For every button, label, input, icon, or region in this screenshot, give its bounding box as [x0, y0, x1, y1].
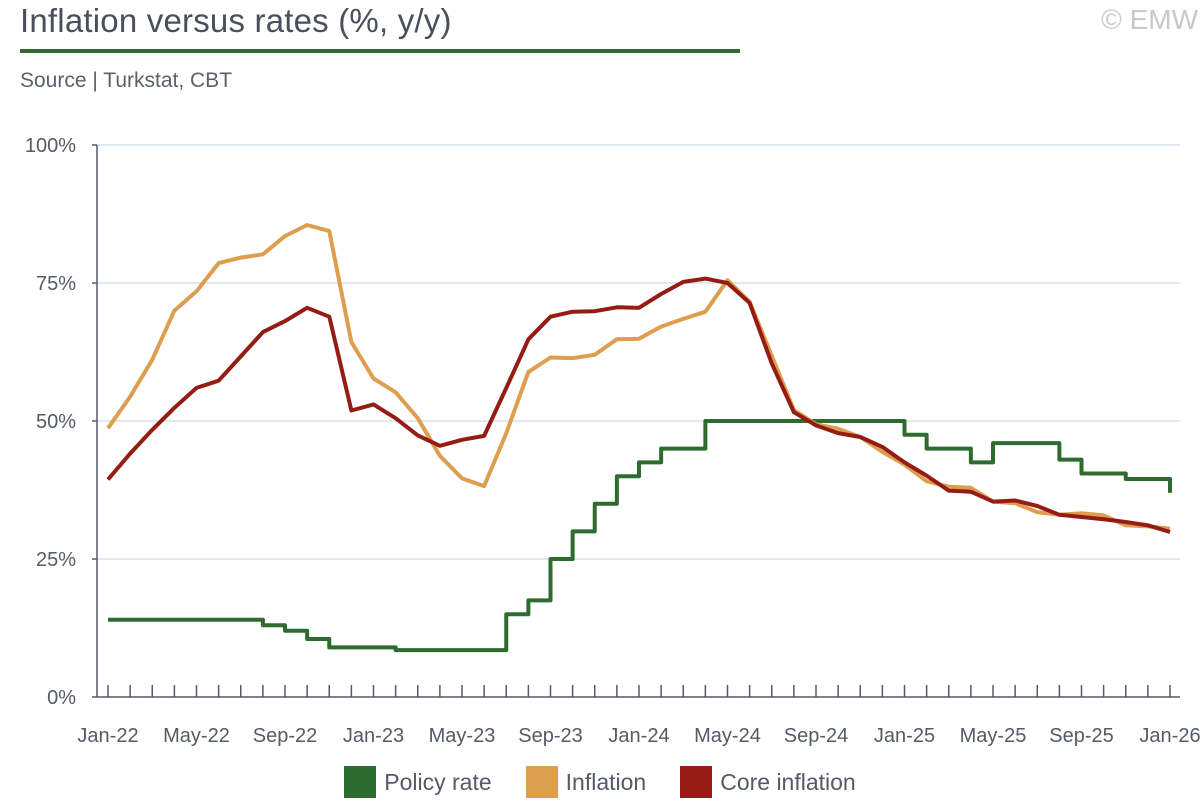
x-tick-label: Jan-23: [343, 725, 404, 747]
legend-label: Core inflation: [720, 768, 856, 795]
x-tick-label: May-24: [694, 725, 761, 747]
y-tick-label: 100%: [25, 135, 76, 157]
x-tick-label: May-25: [960, 725, 1027, 747]
x-tick-label: Jan-22: [77, 725, 138, 747]
x-tick-label: May-22: [163, 725, 230, 747]
legend-label: Inflation: [565, 768, 647, 795]
grid-lines: [97, 144, 1180, 560]
series-layer: [106, 223, 1172, 653]
legend-item-core_inflation: Core inflation: [680, 766, 856, 798]
title-underline: [20, 49, 740, 53]
x-tick-label: Jan-26: [1139, 725, 1200, 747]
series-line-core_inflation: [106, 276, 1171, 534]
legend-label: Policy rate: [384, 768, 492, 795]
copyright-mark: © EMW: [1101, 4, 1198, 35]
tick-labels: 0% 25% 50% 75% 100% Jan-22 May-22 Sep-22 Jan-23 M…: [25, 135, 1200, 747]
x-tick-label: Sep-23: [518, 725, 583, 747]
legend-swatch: [680, 766, 713, 798]
legend-swatch: [344, 766, 377, 798]
legend-item-policy_rate: Policy rate: [344, 766, 492, 798]
x-tick-label: May-23: [429, 725, 496, 747]
x-tick-label: Sep-24: [784, 725, 849, 747]
y-tick-label: 25%: [36, 549, 76, 571]
x-tick-label: Jan-25: [874, 725, 935, 747]
chart-source: Source | Turkstat, CBT: [20, 69, 233, 92]
chart-title: Inflation versus rates (%, y/y): [20, 2, 452, 39]
y-tick-label: 0%: [47, 687, 76, 709]
x-tick-label: Jan-24: [608, 725, 669, 747]
series-line-inflation: [106, 223, 1171, 531]
legend-swatch: [525, 766, 558, 798]
y-tick-label: 75%: [36, 273, 76, 295]
series-line-policy_rate: [108, 419, 1172, 653]
chart-legend: Policy rate Inflation Core inflation: [0, 766, 1200, 798]
line-chart: 0% 25% 50% 75% 100% Jan-22 May-22 Sep-22 Jan-23 M…: [25, 135, 1200, 747]
y-tick-label: 50%: [36, 411, 76, 433]
legend-item-inflation: Inflation: [525, 766, 647, 798]
x-tick-label: Sep-22: [253, 725, 318, 747]
x-tick-label: Sep-25: [1049, 725, 1114, 747]
axes: [92, 144, 1180, 698]
